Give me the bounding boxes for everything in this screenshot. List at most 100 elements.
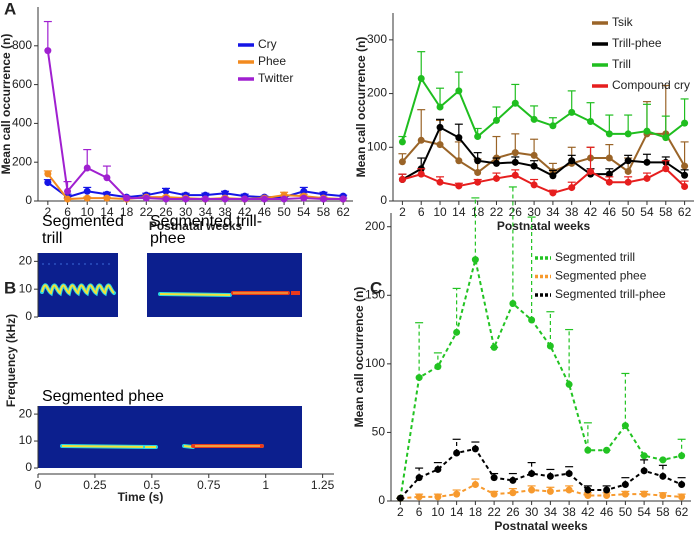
x-tick-label: 58: [317, 205, 331, 219]
marker: [624, 167, 632, 175]
x-tick-label: 46: [600, 505, 614, 519]
marker: [681, 162, 689, 170]
marker: [568, 108, 576, 116]
y-tick-label: 300: [367, 32, 387, 46]
y-tick-label: 400: [12, 116, 32, 130]
x-tick-label: 14: [100, 205, 114, 219]
marker: [587, 167, 595, 175]
marker: [565, 380, 573, 388]
marker: [455, 134, 463, 142]
marker: [415, 493, 423, 501]
x-tick-label: 0.75: [197, 478, 221, 492]
x-tick-label: 2: [45, 205, 52, 219]
marker: [624, 130, 632, 138]
marker: [436, 178, 444, 186]
series-line: [399, 447, 683, 499]
x-tick-label: 22: [490, 205, 504, 219]
marker: [605, 170, 613, 178]
marker: [415, 374, 423, 382]
y-tick-label: 200: [12, 154, 32, 168]
x-tick-label: 6: [418, 205, 425, 219]
marker: [511, 149, 519, 157]
y-tick-label: 50: [372, 425, 386, 439]
marker: [509, 489, 517, 497]
marker: [103, 174, 111, 182]
legend-label: Segmented phee: [555, 269, 647, 283]
marker: [490, 490, 498, 498]
marker: [528, 470, 536, 478]
y-tick-label: 600: [12, 77, 32, 91]
marker: [471, 481, 479, 489]
marker: [490, 343, 498, 351]
marker: [624, 178, 632, 186]
marker: [182, 195, 190, 203]
marker: [64, 195, 72, 203]
x-tick-label: 18: [471, 205, 485, 219]
marker: [44, 47, 52, 55]
marker: [659, 472, 667, 480]
x-tick-label: 22: [487, 505, 501, 519]
legend-label: Cry: [258, 37, 277, 51]
marker: [474, 157, 482, 165]
marker: [280, 195, 288, 203]
spectrogram-label: Segmented phee: [42, 388, 164, 405]
marker: [221, 195, 229, 203]
legend-label: Segmented trill-phee: [555, 287, 666, 301]
marker: [530, 181, 538, 189]
marker: [434, 363, 442, 371]
x-tick-label: 50: [619, 505, 633, 519]
marker: [436, 103, 444, 111]
x-tick-label: 0.25: [83, 478, 107, 492]
x-tick-label: 54: [297, 205, 311, 219]
spectrogram-label: Segmented trill-phee: [150, 213, 263, 247]
marker: [319, 195, 327, 203]
x-tick-label: 6: [64, 205, 71, 219]
marker: [681, 171, 689, 179]
marker: [546, 487, 554, 495]
marker: [474, 169, 482, 177]
marker: [624, 157, 632, 165]
marker: [640, 452, 648, 460]
marker: [300, 194, 308, 202]
marker: [453, 328, 461, 336]
x-tick-label: 34: [544, 505, 558, 519]
y-tick-label: 0: [25, 193, 32, 207]
x-tick-label: 2: [399, 205, 406, 219]
x-tick-label: 0: [35, 478, 42, 492]
x-tick-label: 14: [450, 505, 464, 519]
x-tick-label: 30: [527, 205, 541, 219]
marker: [621, 422, 629, 430]
marker: [511, 158, 519, 166]
marker: [398, 158, 406, 166]
marker: [662, 165, 670, 173]
panel-letter: C: [370, 278, 382, 297]
marker: [587, 118, 595, 126]
marker: [584, 446, 592, 454]
marker: [417, 75, 425, 83]
marker: [83, 194, 91, 202]
marker: [162, 195, 170, 203]
x-tick-label: 50: [277, 205, 291, 219]
marker: [584, 486, 592, 494]
legend-label: Phee: [258, 54, 286, 68]
marker: [605, 130, 613, 138]
legend-label: Compound cry: [612, 78, 690, 92]
marker: [621, 490, 629, 498]
marker: [415, 474, 423, 482]
legend-label: Tsik: [612, 15, 634, 29]
marker: [417, 170, 425, 178]
marker: [396, 494, 404, 502]
x-tick-label: 58: [656, 505, 670, 519]
x-tick-label: 2: [397, 505, 404, 519]
x-tick-label: 38: [565, 205, 579, 219]
x-tick-label: 18: [469, 505, 483, 519]
marker: [44, 170, 52, 178]
marker: [436, 123, 444, 131]
x-tick-label: 34: [546, 205, 560, 219]
x-tick-label: 22: [140, 205, 154, 219]
marker: [640, 490, 648, 498]
y-tick-label: 200: [365, 219, 385, 233]
marker: [511, 99, 519, 107]
x-tick-label: 42: [238, 205, 252, 219]
marker: [643, 158, 651, 166]
